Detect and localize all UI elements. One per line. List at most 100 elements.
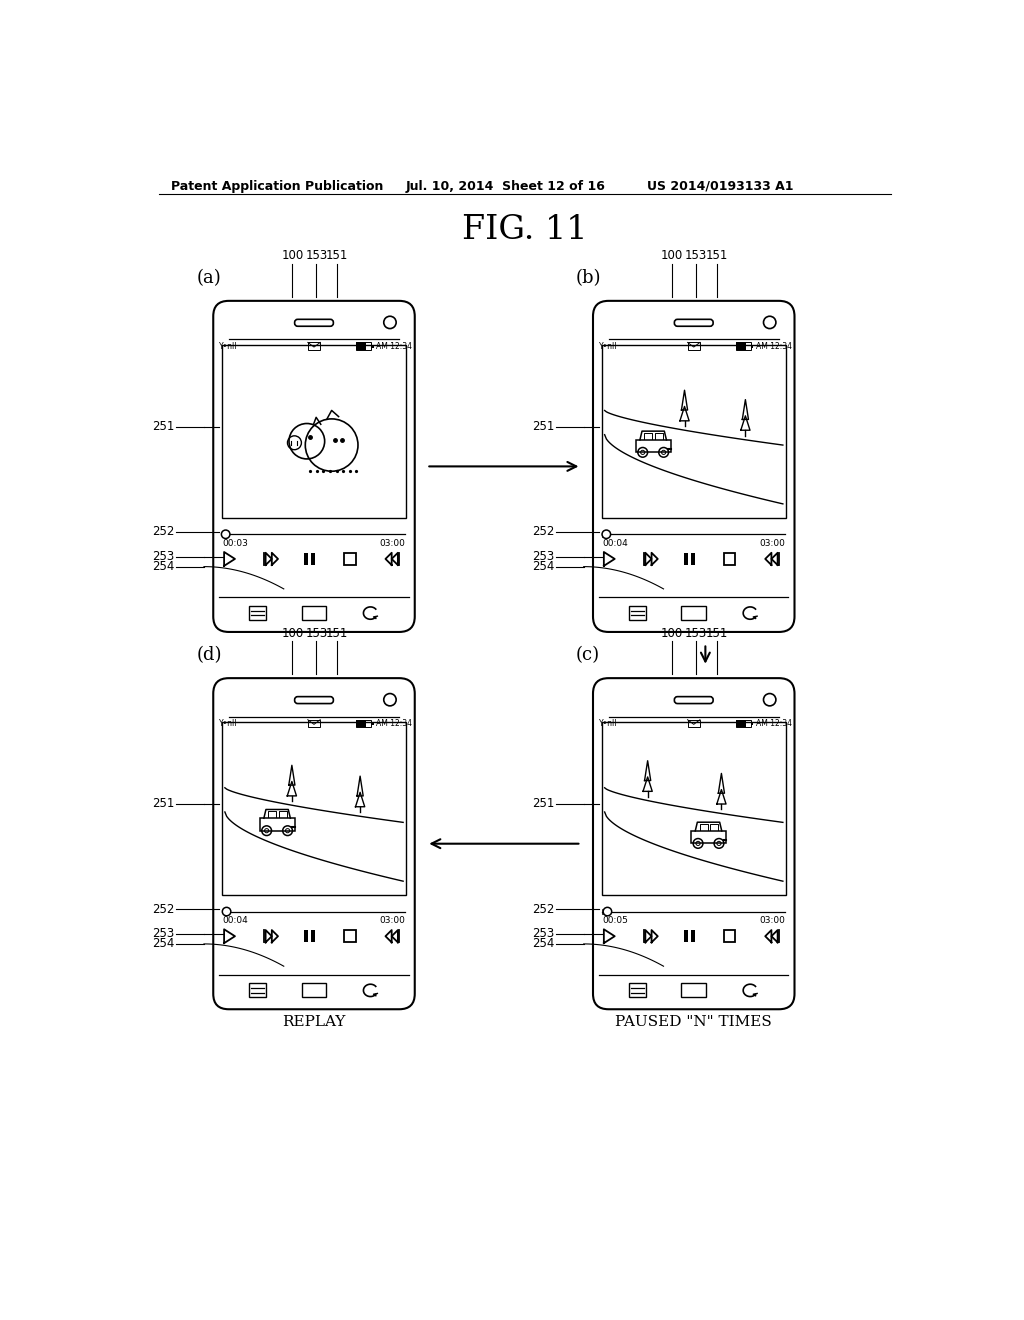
Bar [344,931,355,942]
FancyBboxPatch shape [295,697,334,704]
Text: 251: 251 [531,420,554,433]
Text: 151: 151 [706,249,728,263]
Bar [629,606,646,620]
Text: 253: 253 [532,928,554,940]
Bar [691,931,694,942]
Bar [304,931,308,942]
Bar [356,342,372,350]
Text: Y•nll: Y•nll [219,719,238,727]
Text: AM 12:34: AM 12:34 [376,719,412,727]
Text: 151: 151 [326,249,348,263]
Text: Patent Application Publication: Patent Application Publication [171,180,383,193]
Text: 253: 253 [532,550,554,564]
Bar [222,722,407,895]
Text: 251: 251 [531,797,554,810]
Text: 254: 254 [531,560,554,573]
Bar [684,931,688,942]
Text: (a): (a) [197,269,221,286]
Bar [308,342,321,350]
Circle shape [221,531,230,539]
Bar [222,345,407,517]
FancyBboxPatch shape [213,301,415,632]
Text: 00:05: 00:05 [602,916,628,925]
Bar [724,553,735,565]
Bar [601,345,786,517]
Text: 03:00: 03:00 [760,539,785,548]
Bar [681,983,707,998]
Bar [302,983,327,998]
Bar [751,345,754,348]
Bar [681,606,707,620]
Bar [222,909,226,915]
Text: 153: 153 [305,249,328,263]
Text: 253: 253 [153,550,174,564]
Circle shape [222,907,230,916]
Bar [636,440,671,453]
Text: (c): (c) [575,647,600,664]
FancyBboxPatch shape [213,678,415,1010]
Text: Y•nll: Y•nll [599,719,617,727]
Text: AM 12:34: AM 12:34 [756,719,792,727]
Text: 100: 100 [660,249,683,263]
Text: 252: 252 [531,525,554,539]
Text: 153: 153 [685,249,708,263]
Bar [601,722,786,895]
Circle shape [384,693,396,706]
Text: (d): (d) [197,647,222,664]
Text: 100: 100 [282,627,303,640]
Circle shape [603,907,611,916]
Bar [602,532,606,537]
Text: FIG. 11: FIG. 11 [462,214,588,246]
Bar [249,983,266,998]
Text: 254: 254 [153,937,174,950]
Bar [691,830,726,843]
Text: 254: 254 [153,560,174,573]
Text: (b): (b) [575,269,601,286]
FancyBboxPatch shape [593,301,795,632]
Text: 153: 153 [685,627,708,640]
Bar [724,931,735,942]
Text: 253: 253 [153,928,174,940]
Circle shape [764,317,776,329]
FancyBboxPatch shape [295,319,334,326]
FancyBboxPatch shape [593,678,795,1010]
Bar [222,532,225,537]
Text: 00:04: 00:04 [602,539,628,548]
Bar [372,345,374,348]
Text: Y•nll: Y•nll [219,342,238,351]
Text: 251: 251 [153,420,174,433]
Text: 100: 100 [282,249,303,263]
Bar [356,719,366,727]
Text: 00:04: 00:04 [222,916,248,925]
Bar [687,342,700,350]
Text: 03:00: 03:00 [380,539,406,548]
Text: 100: 100 [660,627,683,640]
Text: Y•nll: Y•nll [599,342,617,351]
Bar [304,553,308,565]
Text: 254: 254 [531,937,554,950]
Bar [311,553,314,565]
Bar [356,342,366,350]
Text: US 2014/0193133 A1: US 2014/0193133 A1 [647,180,794,193]
Text: PAUSED "N" TIMES: PAUSED "N" TIMES [615,1015,772,1030]
Bar [302,606,327,620]
Bar [311,931,314,942]
Text: 151: 151 [326,627,348,640]
Bar [735,719,745,727]
Bar [687,719,700,727]
Circle shape [602,531,610,539]
FancyBboxPatch shape [675,697,713,704]
Circle shape [764,693,776,706]
Text: REPLAY: REPLAY [283,1015,346,1030]
Text: 252: 252 [153,525,174,539]
Text: AM 12:34: AM 12:34 [756,342,792,351]
Bar [308,719,321,727]
Circle shape [384,317,396,329]
Text: 03:00: 03:00 [380,916,406,925]
Text: 153: 153 [305,627,328,640]
Bar [684,553,688,565]
Text: 252: 252 [153,903,174,916]
Bar [260,818,295,830]
Bar [735,342,751,350]
FancyBboxPatch shape [675,319,713,326]
